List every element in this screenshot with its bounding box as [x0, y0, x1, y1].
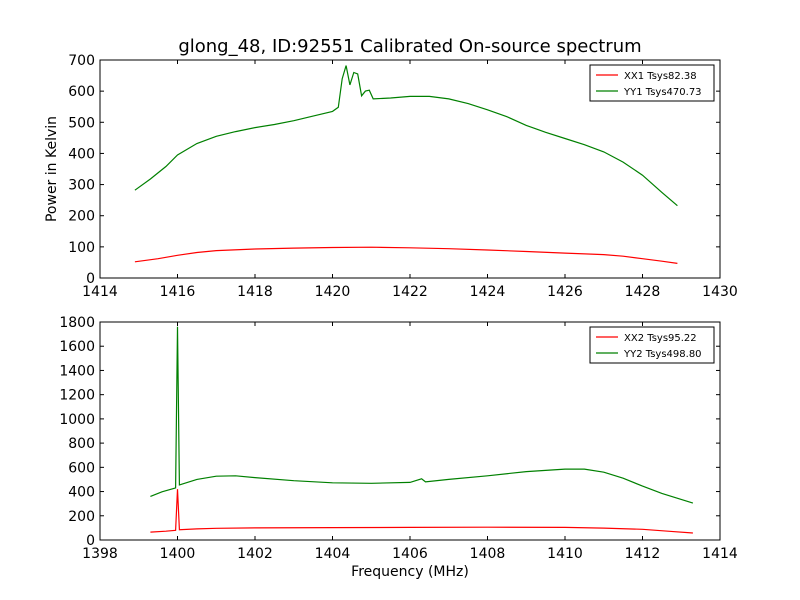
y-axis-label: Power in Kelvin: [44, 116, 60, 222]
series-line-yy1: [134, 65, 678, 207]
x-tick-label: 1408: [470, 546, 506, 562]
y-tick-label: 1800: [59, 315, 95, 331]
y-tick-label: 1400: [59, 363, 95, 379]
x-tick-label: 1424: [470, 284, 506, 300]
x-tick-label: 1430: [702, 284, 738, 300]
series-line-xx2: [150, 489, 693, 534]
x-tick-label: 1398: [82, 546, 118, 562]
x-tick-label: 1422: [392, 284, 428, 300]
y-tick-label: 200: [68, 509, 95, 525]
legend: [589, 326, 715, 364]
x-tick-label: 1426: [547, 284, 583, 300]
series-line-xx1: [134, 246, 678, 264]
x-tick-label: 1418: [237, 284, 273, 300]
y-tick-label: 600: [68, 460, 95, 476]
x-tick-label: 1428: [625, 284, 661, 300]
legend-label: XX2 Tsys95.22: [624, 333, 697, 344]
x-tick-label: 1416: [160, 284, 196, 300]
y-tick-label: 300: [68, 178, 95, 194]
y-tick-label: 100: [68, 240, 95, 256]
chart-title: glong_48, ID:92551 Calibrated On-source …: [178, 36, 641, 57]
x-tick-label: 1406: [392, 546, 428, 562]
y-tick-label: 200: [68, 209, 95, 225]
y-tick-label: 400: [68, 485, 95, 501]
series-line-yy2: [150, 326, 694, 504]
top-plot: 1414 1416 1418 1420 1422 1424 1426 1428 1430 0 100…: [68, 53, 738, 300]
y-tick-label: 1600: [59, 339, 95, 355]
x-tick-label: 1402: [237, 546, 273, 562]
y-tick-label: 0: [86, 533, 95, 549]
y-tick-label: 500: [68, 115, 95, 131]
x-tick-label: 1420: [315, 284, 351, 300]
legend-label: XX1 Tsys82.38: [624, 71, 697, 82]
legend-label: YY1 Tsys470.73: [623, 87, 702, 98]
legend-label: YY2 Tsys498.80: [623, 349, 702, 360]
y-tick-label: 400: [68, 146, 95, 162]
legend: [589, 64, 715, 102]
y-tick-label: 800: [68, 436, 95, 452]
x-tick-label: 1404: [315, 546, 351, 562]
x-tick-label: 1414: [702, 546, 738, 562]
y-tick-label: 1200: [59, 388, 95, 404]
y-tick-label: 1000: [59, 412, 95, 428]
x-tick-label: 1410: [547, 546, 583, 562]
x-tick-label: 1412: [625, 546, 661, 562]
bottom-plot: 1398 1400 1402 1404 1406 1408 1410 1412 1414 0 200…: [59, 315, 738, 562]
x-axis-label: Frequency (MHz): [351, 564, 469, 580]
y-tick-label: 600: [68, 84, 95, 100]
x-tick-label: 1414: [82, 284, 118, 300]
y-tick-label: 0: [86, 271, 95, 287]
y-tick-label: 700: [68, 53, 95, 69]
x-tick-label: 1400: [160, 546, 196, 562]
